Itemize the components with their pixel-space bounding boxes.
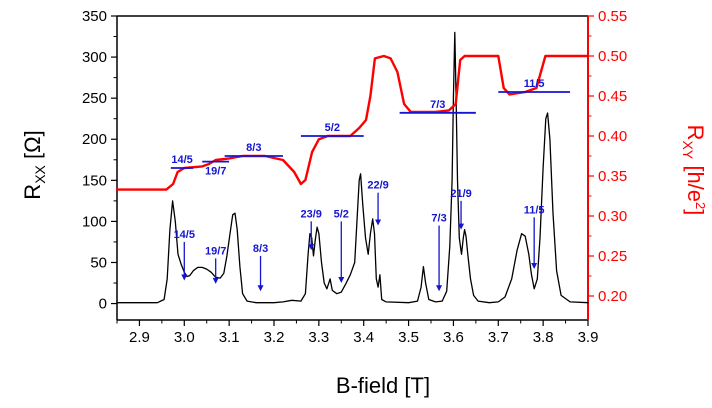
- plateau-marker-label: 8/3: [246, 142, 261, 154]
- right-y-tick-label: 0.35: [598, 168, 627, 185]
- rxx-series-line: [116, 31, 589, 304]
- arrow-head: [212, 277, 219, 284]
- x-tick-label: 3.4: [353, 329, 374, 346]
- arrow-head: [257, 285, 264, 292]
- left-y-tick-label: 250: [82, 90, 107, 107]
- plateau-marker-label: 14/5: [171, 154, 192, 166]
- right-y-tick-label: 0.20: [598, 288, 627, 305]
- arrow-label: 5/2: [334, 208, 349, 220]
- right-y-tick-label: 0.55: [598, 8, 627, 25]
- axes: 2.9 3.0 3.1 3.2 3.3 3.4 3.5 3.6 3.7 3.8 3.9 0 50 100 1…: [82, 8, 627, 346]
- x-tick-label: 3.1: [219, 329, 240, 346]
- right-axis-title: RXY [h/e2]: [680, 125, 708, 216]
- arrow-head: [436, 285, 443, 292]
- right-y-tick-label: 0.25: [598, 248, 627, 265]
- left-y-tick-label: 150: [82, 172, 107, 189]
- arrow-head: [375, 219, 382, 226]
- x-axis-title: B-field [T]: [336, 373, 430, 398]
- arrow-label: 11/5: [524, 204, 545, 216]
- left-axis-title-sub: XX: [32, 164, 48, 183]
- right-axis-title-sub: XY: [680, 141, 696, 160]
- plateau-marker-label: 5/2: [325, 122, 340, 134]
- arrow-label: 19/7: [205, 245, 226, 257]
- left-y-tick-label: 0: [99, 296, 107, 313]
- x-tick-label: 3.3: [308, 329, 329, 346]
- arrow-label: 7/3: [431, 213, 446, 225]
- arrow-head: [531, 263, 538, 270]
- x-tick-label: 3.6: [443, 329, 464, 346]
- arrow-head: [338, 277, 345, 284]
- plateau-marker-label: 19/7: [205, 166, 226, 178]
- x-tick-label: 3.2: [264, 329, 285, 346]
- left-y-tick-label: 50: [90, 254, 107, 271]
- arrow-label: 22/9: [367, 180, 388, 192]
- x-tick-label: 3.8: [533, 329, 554, 346]
- right-y-tick-label: 0.50: [598, 48, 627, 65]
- x-tick-label: 3.5: [398, 329, 419, 346]
- arrow-label: 23/9: [301, 208, 322, 220]
- arrow-label: 14/5: [174, 229, 195, 241]
- annotation-layer: 14/5 19/7 8/3 5/2 7/3 11/5 14/5 19/7 8/3 23/9 5/2 2…: [170, 78, 571, 292]
- x-tick-label: 3.0: [174, 329, 195, 346]
- x-tick-label: 2.9: [129, 329, 150, 346]
- right-y-tick-label: 0.30: [598, 208, 627, 225]
- arrow-label: 21/9: [450, 188, 471, 200]
- plateau-marker-label: 7/3: [430, 99, 445, 111]
- arrow-head: [308, 244, 315, 251]
- plateau-marker-label: 11/5: [524, 78, 545, 90]
- left-y-tick-label: 200: [82, 131, 107, 148]
- left-y-tick-label: 300: [82, 49, 107, 66]
- x-tick-label: 3.9: [578, 329, 599, 346]
- rxy-series-line: [115, 54, 590, 191]
- left-y-tick-label: 100: [82, 213, 107, 230]
- x-tick-label: 3.7: [488, 329, 509, 346]
- arrow-head: [181, 274, 188, 281]
- right-axis-title-sup: 2: [693, 202, 708, 209]
- arrow-head: [458, 223, 465, 230]
- right-y-tick-label: 0.45: [598, 88, 627, 105]
- arrow-label: 8/3: [253, 243, 268, 255]
- left-y-tick-label: 350: [82, 8, 107, 25]
- right-y-tick-label: 0.40: [598, 128, 627, 145]
- left-axis-title: RXX [Ω]: [20, 130, 48, 199]
